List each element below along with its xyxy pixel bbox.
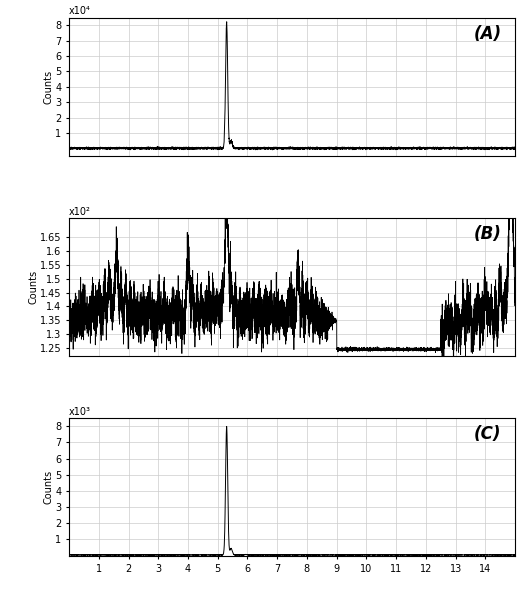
Y-axis label: Counts: Counts	[44, 471, 54, 504]
Text: (B): (B)	[474, 225, 502, 243]
Text: (A): (A)	[474, 25, 502, 43]
Y-axis label: Counts: Counts	[28, 270, 38, 304]
Text: x10⁴: x10⁴	[69, 7, 91, 17]
Y-axis label: Counts: Counts	[44, 70, 54, 104]
Text: (C): (C)	[474, 425, 502, 443]
Text: x10²: x10²	[69, 207, 91, 217]
Text: x10³: x10³	[69, 407, 91, 417]
